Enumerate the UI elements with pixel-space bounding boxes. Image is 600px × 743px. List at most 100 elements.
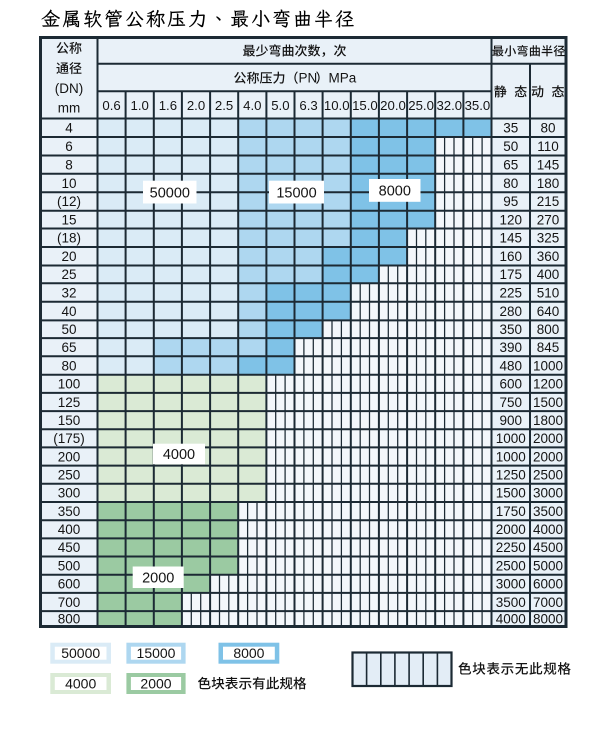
svg-text:1000: 1000 [496,449,526,464]
svg-text:65: 65 [503,157,518,172]
svg-text:4000: 4000 [533,522,563,537]
svg-text:350: 350 [500,322,523,337]
svg-text:640: 640 [537,304,560,319]
svg-text:450: 450 [58,540,81,555]
svg-text:750: 750 [500,395,523,410]
svg-text:(DN): (DN) [55,81,84,96]
svg-text:80: 80 [540,121,555,136]
svg-text:1750: 1750 [496,504,526,519]
svg-text:2000: 2000 [142,571,174,587]
svg-text:6: 6 [65,139,73,154]
svg-text:175: 175 [500,267,523,282]
svg-text:4.0: 4.0 [243,98,261,113]
svg-text:900: 900 [500,413,523,428]
svg-text:15000: 15000 [137,645,176,661]
svg-text:480: 480 [500,358,523,373]
svg-text:110: 110 [537,139,559,154]
svg-text:15000: 15000 [276,185,316,201]
svg-text:10.0: 10.0 [324,98,350,113]
svg-text:180: 180 [537,176,560,191]
svg-text:20: 20 [61,249,76,264]
svg-text:1000: 1000 [533,358,563,373]
svg-text:2000: 2000 [533,431,563,446]
svg-text:3500: 3500 [533,504,563,519]
svg-text:50000: 50000 [61,645,100,661]
svg-text:8000: 8000 [233,645,264,661]
svg-text:2000: 2000 [533,449,563,464]
svg-text:32.0: 32.0 [436,98,462,113]
svg-text:1500: 1500 [496,486,526,501]
svg-text:40: 40 [61,304,76,319]
svg-text:120: 120 [500,212,523,227]
svg-text:2250: 2250 [496,540,526,555]
svg-text:600: 600 [500,377,523,392]
svg-text:325: 325 [537,231,560,246]
svg-text:3500: 3500 [496,595,526,610]
svg-text:8000: 8000 [533,612,563,627]
svg-text:80: 80 [503,176,518,191]
svg-text:1000: 1000 [496,431,526,446]
svg-text:50: 50 [503,139,518,154]
svg-text:150: 150 [58,413,81,428]
svg-text:PN: PN [299,71,318,86]
svg-text:MPa: MPa [329,71,357,86]
svg-text:4000: 4000 [163,447,195,463]
svg-text:mm: mm [58,101,81,116]
svg-text:500: 500 [58,558,81,573]
svg-text:1.6: 1.6 [159,98,177,113]
svg-text:280: 280 [500,304,523,319]
svg-text:125: 125 [58,395,81,410]
svg-text:145: 145 [537,157,560,172]
svg-text:4: 4 [65,121,73,136]
svg-text:4500: 4500 [533,540,563,555]
svg-text:700: 700 [58,595,81,610]
svg-text:(12): (12) [57,194,81,209]
svg-text:360: 360 [537,249,560,264]
svg-text:600: 600 [58,577,81,592]
svg-text:8: 8 [65,157,73,172]
svg-text:1250: 1250 [496,468,526,483]
svg-text:215: 215 [537,194,560,209]
svg-text:5000: 5000 [533,558,563,573]
svg-text:15.0: 15.0 [352,98,378,113]
svg-text:50000: 50000 [150,185,190,201]
svg-text:845: 845 [537,340,560,355]
svg-text:400: 400 [537,267,560,282]
svg-text:(18): (18) [57,231,81,246]
svg-text:15: 15 [61,212,76,227]
svg-text:5.0: 5.0 [271,98,289,113]
svg-text:2500: 2500 [533,468,563,483]
svg-text:2000: 2000 [140,676,171,692]
svg-text:100: 100 [58,377,81,392]
svg-text:3000: 3000 [496,577,526,592]
svg-text:1800: 1800 [533,413,563,428]
svg-text:6000: 6000 [533,577,563,592]
svg-text:145: 145 [500,231,523,246]
svg-text:7000: 7000 [533,595,563,610]
svg-text:225: 225 [500,285,523,300]
svg-text:400: 400 [58,522,81,537]
svg-text:1200: 1200 [533,377,563,392]
svg-text:800: 800 [58,612,81,627]
svg-text:(175): (175) [53,431,85,446]
svg-text:350: 350 [58,504,81,519]
svg-text:2.5: 2.5 [215,98,233,113]
svg-text:390: 390 [500,340,523,355]
svg-text:800: 800 [537,322,560,337]
svg-text:10: 10 [61,176,76,191]
svg-text:1500: 1500 [533,395,563,410]
svg-text:25.0: 25.0 [408,98,434,113]
svg-text:20.0: 20.0 [380,98,406,113]
svg-text:80: 80 [61,358,76,373]
svg-text:510: 510 [537,285,560,300]
svg-text:270: 270 [537,212,560,227]
svg-text:35: 35 [503,121,518,136]
svg-text:6.3: 6.3 [299,98,317,113]
svg-text:3000: 3000 [533,486,563,501]
svg-text:2500: 2500 [496,558,526,573]
svg-text:8000: 8000 [379,184,411,200]
svg-text:4000: 4000 [65,676,96,692]
svg-text:160: 160 [500,249,523,264]
svg-text:65: 65 [61,340,76,355]
svg-text:250: 250 [58,468,81,483]
